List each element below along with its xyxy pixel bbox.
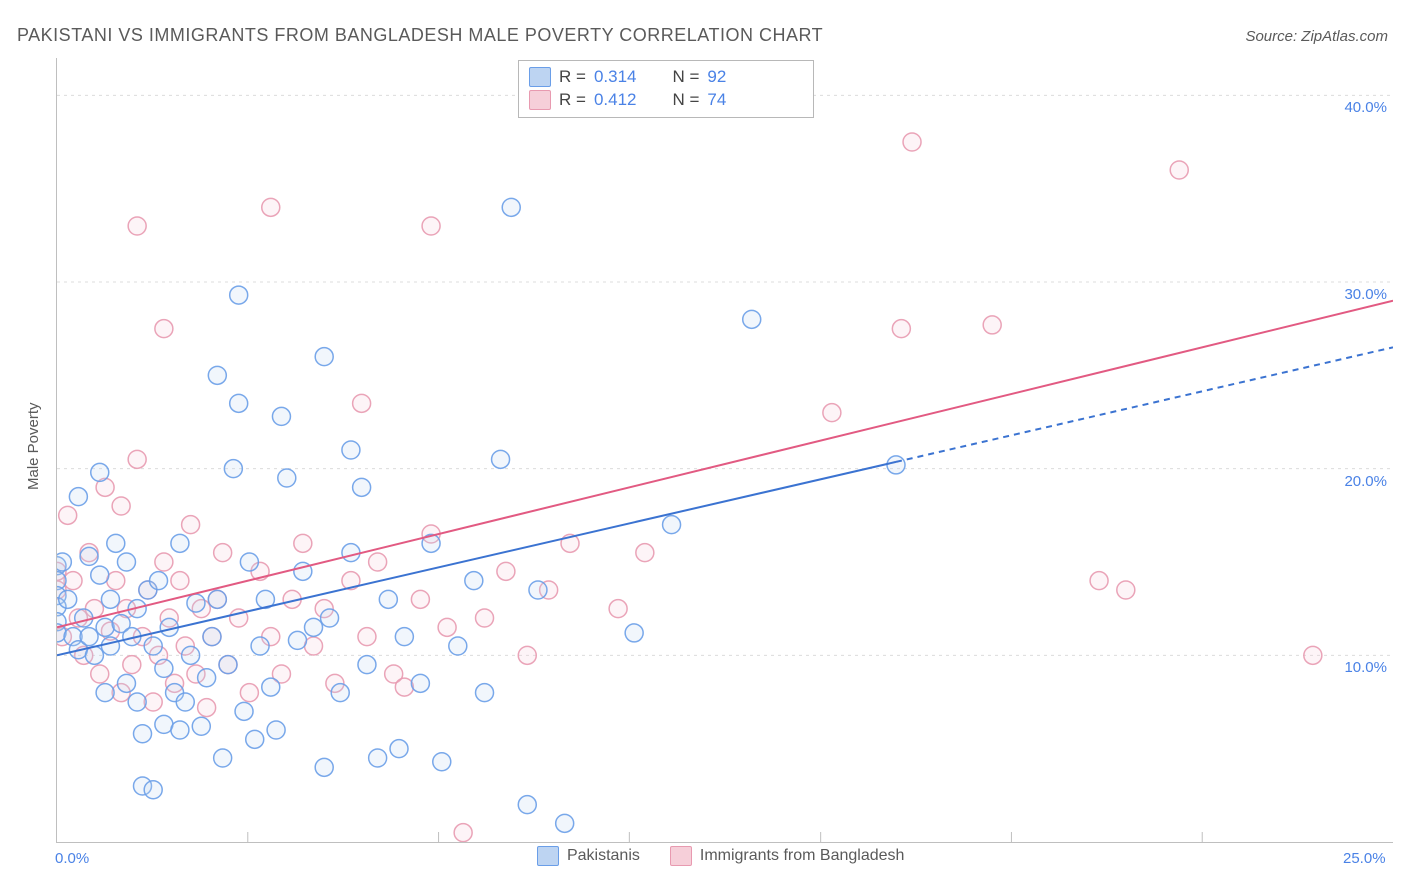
legend-swatch: [529, 90, 551, 110]
stat-n-key: N =: [672, 90, 699, 110]
y-tick-label: 40.0%: [1344, 99, 1387, 116]
x-tick-label: 25.0%: [1343, 850, 1386, 867]
scatter-plot-area: 10.0%20.0%30.0%40.0%0.0%25.0%: [56, 58, 1393, 843]
stat-row-series-0: R = 0.314 N = 92: [529, 65, 803, 88]
scatter-plot-svg: [57, 58, 1393, 842]
stat-row-series-1: R = 0.412 N = 74: [529, 88, 803, 111]
bottom-legend: Pakistanis Immigrants from Bangladesh: [537, 846, 926, 866]
stat-r-key: R =: [559, 90, 586, 110]
source-attribution: Source: ZipAtlas.com: [1245, 28, 1388, 45]
stat-n-value: 74: [707, 90, 726, 110]
correlation-stat-box: R = 0.314 N = 92 R = 0.412 N = 74: [518, 60, 814, 118]
legend-swatch: [529, 67, 551, 87]
stat-n-key: N =: [672, 67, 699, 87]
y-tick-label: 10.0%: [1344, 659, 1387, 676]
legend-swatch: [537, 846, 559, 866]
legend-label: Pakistanis: [567, 847, 640, 865]
y-tick-label: 20.0%: [1344, 473, 1387, 490]
stat-r-value: 0.412: [594, 90, 637, 110]
y-axis-label: Male Poverty: [25, 402, 42, 490]
legend-label: Immigrants from Bangladesh: [700, 847, 905, 865]
chart-title: PAKISTANI VS IMMIGRANTS FROM BANGLADESH …: [17, 25, 823, 46]
y-tick-label: 30.0%: [1344, 286, 1387, 303]
stat-r-value: 0.314: [594, 67, 637, 87]
stat-r-key: R =: [559, 67, 586, 87]
legend-swatch: [670, 846, 692, 866]
stat-n-value: 92: [707, 67, 726, 87]
x-tick-label: 0.0%: [55, 850, 89, 867]
